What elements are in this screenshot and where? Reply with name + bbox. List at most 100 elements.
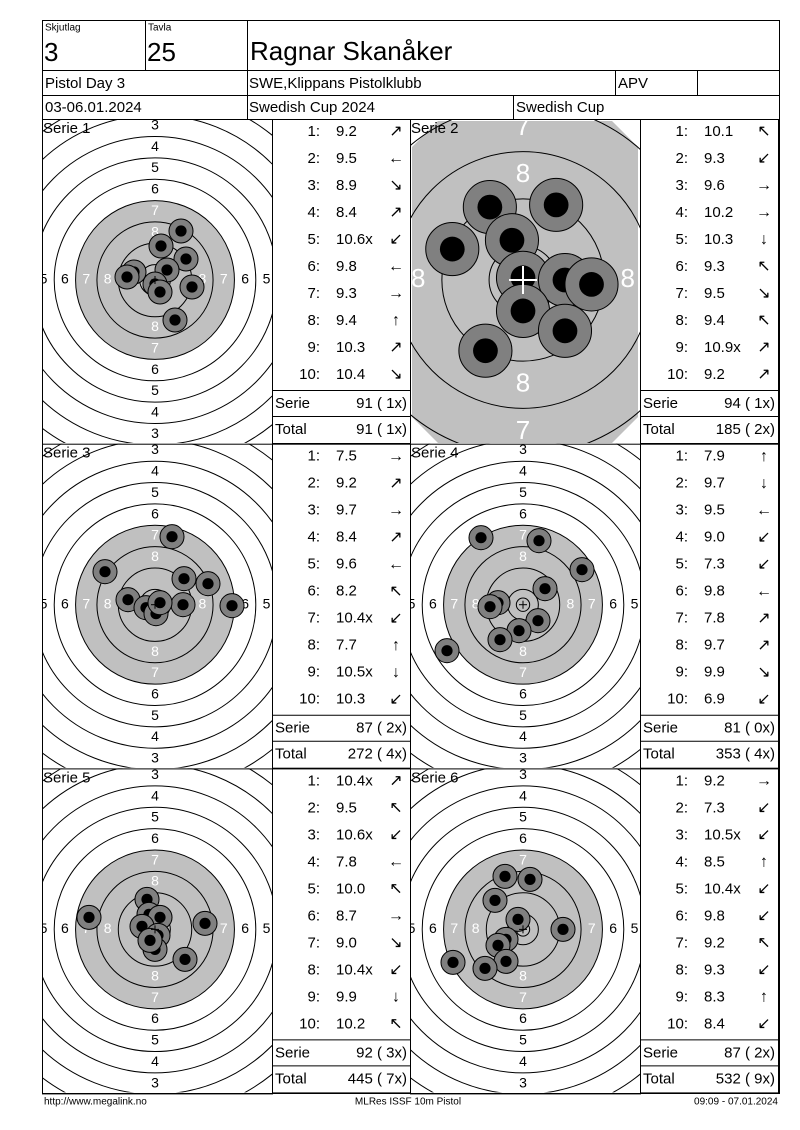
total-sum: 185 ( 2x)	[716, 421, 775, 438]
shot-direction: ↗	[757, 339, 770, 356]
shot-score: 8.3	[704, 988, 725, 1005]
total-sum: 91 ( 1x)	[356, 421, 407, 438]
serie-label: Serie	[643, 395, 678, 412]
ring-label: 5	[151, 809, 159, 825]
shot-direction: ←	[388, 258, 404, 275]
ring-label: 8	[516, 368, 530, 398]
shot-score: 7.3	[704, 556, 725, 573]
ring	[53, 178, 257, 382]
shot-score: 10.1	[704, 123, 733, 140]
ring-label: 4	[519, 728, 527, 744]
ring-label: 3	[0, 595, 5, 611]
shot-direction: ↙	[757, 962, 770, 979]
shot-score: 9.3	[336, 285, 357, 302]
shot-center	[499, 227, 525, 253]
shot-number: 6:	[675, 907, 688, 924]
shot-center	[492, 939, 504, 952]
ring-label: 7	[151, 202, 159, 218]
shot-direction: ←	[756, 502, 772, 519]
shot-direction: ↖	[757, 935, 770, 952]
total-sum: 353 ( 4x)	[716, 746, 775, 763]
shot-score: 7.8	[704, 610, 725, 627]
shot-number: 1:	[675, 123, 688, 140]
shot-direction: ↖	[389, 800, 402, 817]
shot-center	[175, 225, 187, 237]
serie-title: Serie 3	[43, 445, 91, 462]
ring	[42, 136, 272, 424]
shot-direction: ↘	[757, 664, 770, 681]
shot-number: 7:	[307, 934, 320, 951]
ring-label: 7	[364, 263, 378, 293]
shot-center	[533, 535, 545, 547]
ring-label: 8	[198, 595, 206, 611]
shot-score: 9.3	[704, 961, 725, 978]
shot-number: 5:	[307, 231, 320, 248]
total-label: Total	[643, 421, 675, 438]
shot-number: 5:	[675, 880, 688, 897]
shot-number: 5:	[307, 880, 320, 897]
serie-title: Serie 4	[411, 445, 459, 462]
shot-number: 9:	[307, 988, 320, 1005]
shot-score: 7.3	[704, 799, 725, 816]
ring-label: 4	[18, 271, 26, 287]
shot-direction: ←	[756, 583, 772, 600]
shot-direction: ↗	[757, 637, 770, 654]
ring-label: 6	[151, 361, 159, 377]
shot-score: 9.5	[336, 799, 357, 816]
total-label: Total	[643, 1070, 675, 1087]
ring-label: 7	[82, 595, 90, 611]
shot-center	[121, 271, 133, 283]
ring-label: 7	[516, 415, 530, 445]
serie-sum: 94 ( 1x)	[724, 395, 775, 412]
shot-direction: ↙	[389, 962, 402, 979]
shot-number: 3:	[675, 826, 688, 843]
shot-number: 5:	[307, 556, 320, 573]
ring-label: 8	[104, 920, 112, 936]
ring-label: 8	[472, 920, 480, 936]
shot-direction: ←	[388, 854, 404, 871]
ring-label: 5	[516, 17, 530, 47]
ring-label: 5	[263, 271, 271, 287]
shot-center	[166, 531, 178, 543]
shot-score: 9.0	[336, 934, 357, 951]
total-label: Total	[275, 1070, 307, 1087]
ring	[75, 849, 235, 1010]
shot-score: 10.5x	[704, 826, 741, 843]
ring	[42, 157, 272, 403]
ring-label: 7	[519, 527, 527, 543]
shot-center	[513, 625, 525, 637]
class: APV	[618, 75, 648, 92]
shot-direction: ↓	[392, 989, 400, 1006]
shot-number: 4:	[675, 204, 688, 221]
shot-score: 10.4x	[336, 961, 373, 978]
shot-center	[579, 272, 604, 297]
shot-direction: ↓	[392, 664, 400, 681]
shot-number: 7:	[675, 934, 688, 951]
ring	[410, 785, 640, 1074]
serie-sum: 92 ( 3x)	[356, 1044, 407, 1061]
total-label: Total	[275, 421, 307, 438]
shot-number: 3:	[675, 177, 688, 194]
ring-label: 7	[450, 920, 458, 936]
ring-label: 5	[40, 595, 48, 611]
shot-direction: ↙	[757, 827, 770, 844]
shot-center	[178, 573, 190, 585]
ring-label: 4	[151, 463, 159, 479]
shot-number: 4:	[307, 204, 320, 221]
shot-center	[154, 911, 166, 924]
shot-number: 9:	[675, 988, 688, 1005]
ring	[421, 503, 625, 706]
score-table	[640, 768, 779, 1094]
shot-number: 6:	[675, 583, 688, 600]
shot-number: 2:	[307, 150, 320, 167]
shot-number: 5:	[675, 231, 688, 248]
ring-label: 7	[151, 527, 159, 543]
ring	[464, 546, 582, 664]
footer-program: MLRes ISSF 10m Pistol	[355, 1097, 461, 1108]
shot-score: 7.9	[704, 448, 725, 465]
ring-label: 8	[620, 263, 634, 293]
skjutlag-label: Skjutlag	[45, 23, 81, 34]
serie-label: Serie	[643, 1044, 678, 1061]
